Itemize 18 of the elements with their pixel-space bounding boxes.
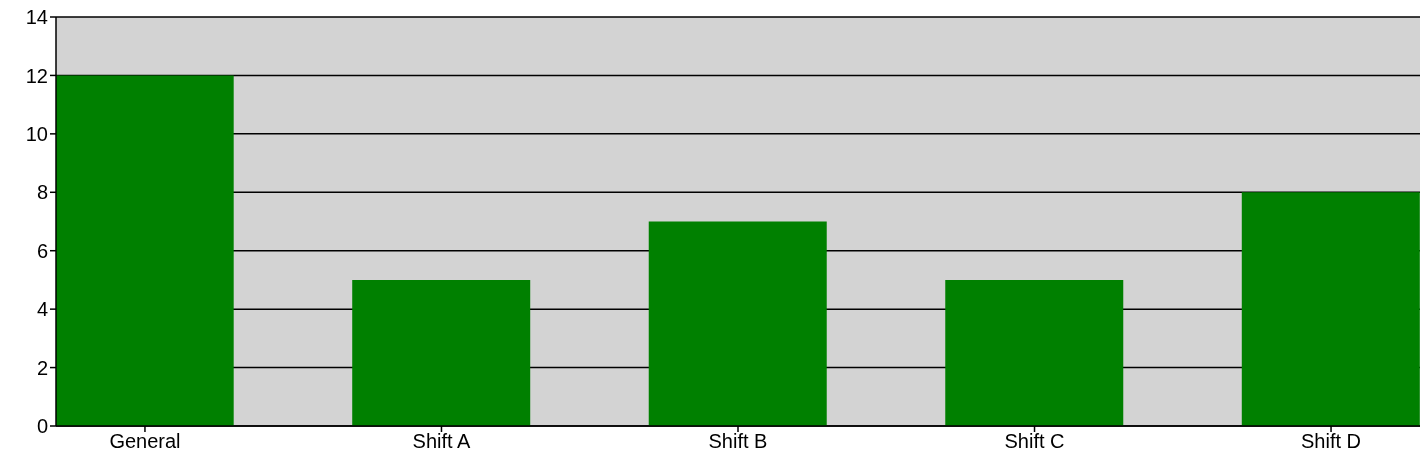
x-tick-label: Shift A (412, 430, 472, 453)
y-tick-label: 8 (36, 181, 48, 204)
bar (945, 279, 1124, 426)
bar (1241, 192, 1420, 426)
x-tick-label: Shift D (1301, 430, 1362, 453)
bar (352, 279, 531, 426)
y-tick-label: 2 (36, 356, 48, 379)
y-tick-label: 12 (25, 64, 48, 87)
y-tick-label: 10 (25, 122, 48, 145)
y-tick-label: 0 (36, 415, 48, 438)
y-tick-label: 4 (36, 298, 48, 321)
x-tick-label: Shift C (1004, 430, 1065, 453)
bar (648, 221, 827, 426)
bar (56, 75, 234, 426)
x-tick-label: Shift B (708, 430, 768, 453)
y-tick-label: 14 (25, 6, 48, 29)
y-tick-label: 6 (36, 239, 48, 262)
x-tick-label: General (109, 430, 181, 453)
